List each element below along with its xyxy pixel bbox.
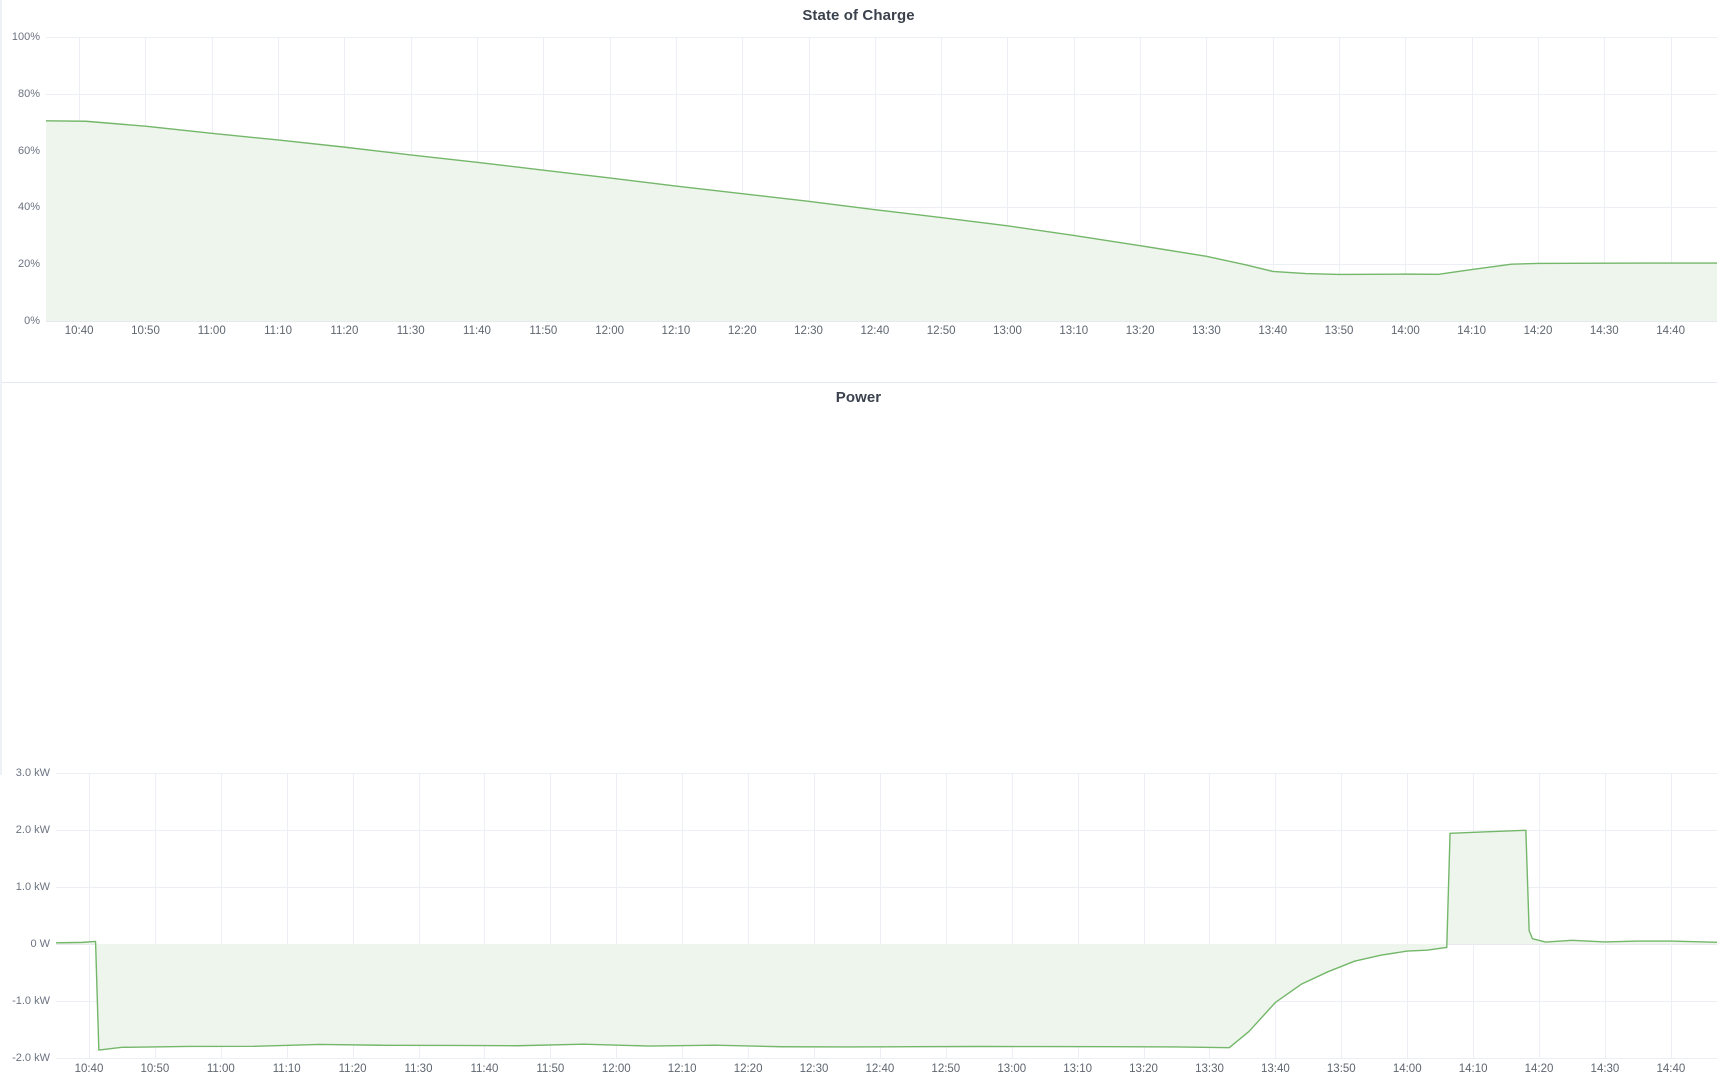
x-axis-tick-label: 11:20: [338, 1063, 367, 1075]
x-axis-tick-label: 13:00: [993, 325, 1022, 337]
x-axis-tick-label: 10:40: [64, 325, 94, 337]
x-axis-tick-label: 13:40: [1258, 325, 1288, 337]
x-axis-tick-label: 14:20: [1523, 325, 1553, 337]
series-area-fill: [56, 830, 1717, 1051]
x-axis-tick-label: 12:20: [733, 1063, 763, 1075]
x-axis-tick-label: 13:30: [1192, 325, 1221, 337]
x-axis-tick-label: 11:00: [197, 325, 226, 337]
x-axis-tick-label: 14:20: [1524, 1063, 1554, 1075]
y-axis-tick-label: 1.0 kW: [15, 881, 50, 893]
gridline-horizontal: [46, 207, 1717, 208]
x-axis-tick-label: 12:50: [931, 1063, 961, 1075]
gridline-vertical: [1140, 37, 1141, 321]
panel-left-edge: [0, 0, 2, 383]
x-axis-tick-label: 13:20: [1125, 325, 1155, 337]
gridline-vertical: [1206, 37, 1207, 321]
x-axis-tick-label: 11:10: [272, 1063, 301, 1075]
page-title-state-of-charge: State of Charge: [802, 7, 915, 24]
plot-area-state-of-charge: [45, 37, 1717, 322]
chart-panel-state-of-charge: State of Charge 0% 20% 40% 60% 80% 100% 10:40…: [0, 0, 1717, 383]
x-axis-power: 10:40 10:50 11:00 11:10 11:20 11:30 11:40 11:50…: [0, 1063, 1717, 1085]
x-axis-tick-label: 10:50: [140, 1063, 170, 1075]
x-axis-tick-label: 11:30: [404, 1063, 433, 1075]
plot-area-power: [55, 773, 1717, 1059]
gridline-horizontal: [46, 37, 1717, 38]
gridline-vertical: [1007, 37, 1008, 321]
x-axis-tick-label: 12:00: [595, 325, 625, 337]
x-axis-tick-label: 14:30: [1589, 325, 1619, 337]
x-axis-tick-label: 12:40: [865, 1063, 895, 1075]
gridline-vertical: [809, 37, 810, 321]
x-axis-tick-label: 14:00: [1392, 1063, 1422, 1075]
x-axis-tick-label: 13:10: [1059, 325, 1089, 337]
y-axis-tick-label: 80%: [17, 87, 40, 100]
gridline-horizontal: [46, 151, 1717, 152]
x-axis-tick-label: 14:40: [1656, 325, 1685, 337]
gridline-vertical: [1604, 37, 1605, 321]
gridline-horizontal: [56, 773, 1717, 774]
y-axis-tick-label: 0%: [24, 315, 40, 327]
x-axis-state-of-charge: 10:40 10:50 11:00 11:10 11:20 11:30 11:40 11:50…: [0, 325, 1717, 347]
gridline-vertical: [1472, 37, 1473, 321]
x-axis-tick-label: 14:40: [1656, 1063, 1686, 1075]
x-axis-tick-label: 14:10: [1458, 1063, 1488, 1075]
gridline-vertical: [676, 37, 677, 321]
x-axis-tick-label: 11:40: [463, 325, 491, 337]
x-axis-tick-label: 13:00: [997, 1063, 1027, 1075]
x-axis-tick-label: 11:20: [330, 325, 359, 337]
series-line: [45, 120, 1717, 276]
gridline-vertical: [941, 37, 942, 321]
x-axis-tick-label: 10:40: [74, 1063, 104, 1075]
x-axis-tick-label: 10:50: [131, 325, 160, 337]
y-axis-tick-label: 100%: [11, 31, 40, 43]
gridline-vertical: [1074, 37, 1075, 321]
x-axis-tick-label: 11:30: [396, 325, 425, 337]
x-axis-tick-label: 12:50: [926, 325, 956, 337]
gridline-horizontal: [56, 1058, 1717, 1059]
x-axis-tick-label: 12:30: [799, 1063, 829, 1075]
gridline-vertical: [1273, 37, 1274, 321]
y-axis-tick-label: 60%: [17, 144, 40, 157]
y-axis-tick-label: 3.0 kW: [15, 767, 50, 779]
y-axis-tick-label: 20%: [17, 258, 40, 271]
gridline-vertical: [875, 37, 876, 321]
chart-panel-power: Power -2.0 kW -1.0 kW 0 W 1.0 kW 2.0 kW 3.0 k…: [0, 383, 1717, 1075]
gridline-vertical: [1538, 37, 1539, 321]
x-axis-tick-label: 12:20: [727, 325, 757, 337]
x-axis-tick-label: 11:50: [536, 1063, 565, 1075]
y-axis-tick-label: -1.0 kW: [12, 995, 50, 1007]
page-title-power: Power: [835, 389, 882, 406]
x-axis-tick-label: 13:50: [1324, 325, 1354, 337]
x-axis-tick-label: 13:40: [1260, 1063, 1290, 1075]
x-axis-tick-label: 12:00: [601, 1063, 631, 1075]
gridline-vertical: [1671, 37, 1672, 321]
y-axis-tick-label: 40%: [17, 201, 40, 214]
x-axis-tick-label: 12:30: [794, 325, 823, 337]
x-axis-tick-label: 12:40: [860, 325, 890, 337]
series-power: [55, 829, 1717, 1051]
gridline-vertical: [1339, 37, 1340, 321]
x-axis-tick-label: 14:10: [1457, 325, 1487, 337]
series-state-of-charge: [45, 120, 1717, 321]
gridline-horizontal: [46, 94, 1717, 95]
gridline-vertical: [742, 37, 743, 321]
x-axis-tick-label: 14:00: [1390, 325, 1420, 337]
x-axis-tick-label: 13:30: [1195, 1063, 1224, 1075]
series-area-fill: [46, 120, 1717, 321]
y-axis-tick-label: 0 W: [30, 938, 50, 950]
x-axis-tick-label: 13:50: [1326, 1063, 1356, 1075]
x-axis-tick-label: 14:30: [1590, 1063, 1620, 1075]
gridline-horizontal: [46, 321, 1717, 322]
y-axis-tick-label: 2.0 kW: [15, 824, 50, 836]
panel-left-edge: [0, 383, 2, 775]
x-axis-tick-label: 11:00: [206, 1063, 235, 1075]
x-axis-tick-label: 11:50: [529, 325, 558, 337]
x-axis-tick-label: 11:10: [264, 325, 293, 337]
gridline-vertical: [1405, 37, 1406, 321]
x-axis-tick-label: 11:40: [470, 1063, 499, 1075]
x-axis-tick-label: 13:20: [1129, 1063, 1158, 1075]
x-axis-tick-label: 12:10: [661, 325, 691, 337]
x-axis-tick-label: 12:10: [667, 1063, 697, 1075]
x-axis-tick-label: 13:10: [1063, 1063, 1093, 1075]
